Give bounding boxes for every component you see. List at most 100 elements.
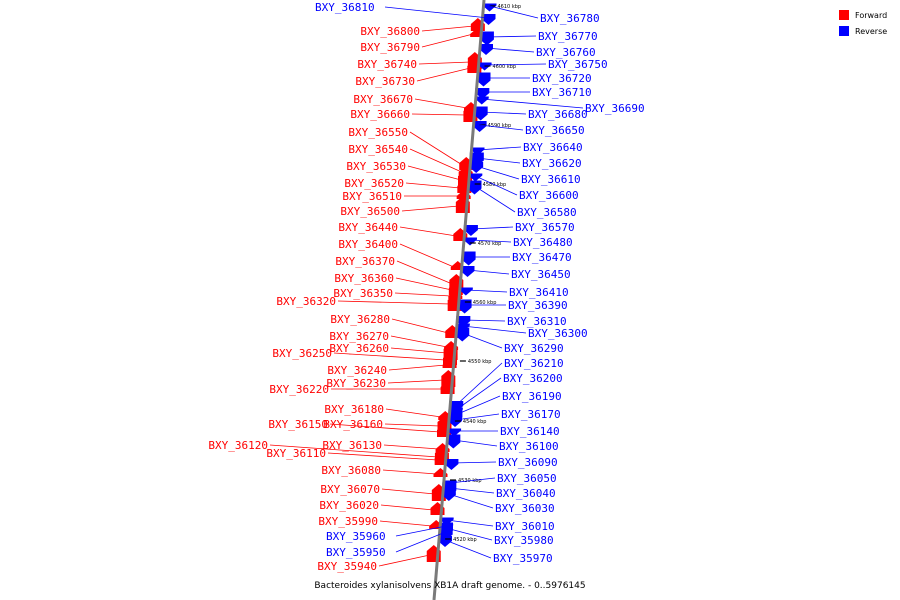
forward-gene-label: BXY_36220	[269, 383, 329, 396]
reverse-gene-label: BXY_36210	[504, 357, 564, 370]
leader-line	[489, 5, 539, 19]
leader-line	[448, 493, 494, 509]
tick-label: 4550 kbp	[468, 359, 492, 365]
reverse-gene-label: BXY_36480	[513, 236, 573, 249]
leader-line	[395, 525, 447, 537]
leader-line	[327, 452, 438, 461]
leader-line	[414, 98, 468, 109]
leader-line	[395, 531, 446, 553]
reverse-gene-arrow	[449, 401, 464, 412]
reverse-gene-label: BXY_36600	[519, 189, 579, 202]
genome-axis	[432, 0, 486, 600]
leader-line	[484, 63, 547, 66]
legend-reverse-swatch	[839, 26, 849, 36]
reverse-gene-arrow	[476, 72, 491, 87]
leader-line	[379, 520, 433, 527]
leader-line	[449, 487, 495, 494]
reverse-gene-label: BXY_36010	[495, 520, 555, 533]
leader-line	[476, 157, 521, 164]
reverse-gene-label: BXY_36100	[499, 440, 559, 453]
leader-line	[453, 439, 498, 447]
forward-gene-label: BXY_36440	[338, 221, 398, 234]
leader-line	[394, 292, 452, 297]
forward-gene-label: BXY_36250	[272, 347, 332, 360]
leader-line	[451, 461, 497, 464]
leader-line	[382, 469, 437, 475]
forward-gene-label: BXY_36230	[326, 377, 386, 390]
gene-labels: BXY_36800 BXY_36790 BXY_36740 BXY_36730 BXY_…	[208, 1, 644, 573]
leader-line	[486, 35, 537, 38]
leader-line	[396, 260, 453, 285]
reverse-gene-arrow	[457, 299, 472, 314]
reverse-gene-arrow	[455, 327, 470, 342]
reverse-gene-label: BXY_36780	[540, 12, 600, 25]
leader-lines	[269, 5, 584, 567]
reverse-gene-label: BXY_36620	[522, 157, 582, 170]
reverse-gene-arrow	[475, 88, 490, 99]
legend-forward-swatch	[839, 10, 849, 20]
leader-line	[383, 444, 439, 450]
tick-label: 4570 kbp	[478, 241, 502, 247]
forward-gene-label: BXY_36790	[360, 41, 420, 54]
leader-line	[421, 25, 474, 32]
leader-line	[384, 423, 441, 427]
forward-gene-label: BXY_36530	[346, 160, 406, 173]
leader-line	[421, 33, 474, 48]
reverse-gene-label: BXY_36720	[532, 72, 592, 85]
reverse-gene-arrow	[479, 44, 493, 55]
forward-gene-label: BXY_36020	[319, 499, 379, 512]
forward-gene-label: BXY_36800	[360, 25, 420, 38]
reverse-gene-arrow	[458, 287, 473, 296]
reverse-gene-label: BXY_36450	[511, 268, 571, 281]
leader-line	[405, 182, 461, 189]
forward-gene-label: BXY_35940	[317, 560, 377, 573]
reverse-gene-label: BXY_36030	[495, 502, 555, 515]
leader-line	[269, 444, 438, 458]
reverse-gene-arrow	[463, 225, 478, 236]
forward-gene-label: BXY_36240	[327, 364, 387, 377]
leader-line	[390, 347, 447, 354]
forward-gene-label: BXY_36510	[342, 190, 402, 203]
reverse-gene-arrow	[456, 316, 471, 327]
tick-label: 4610 kbp	[498, 4, 522, 10]
reverse-gene-label: BXY_35960	[326, 530, 386, 543]
tick-label: 4560 kbp	[473, 300, 497, 306]
forward-gene-label: BXY_36370	[335, 255, 395, 268]
legend-forward-label: Forward	[855, 11, 887, 20]
reverse-gene-arrow	[479, 31, 494, 46]
leader-line	[465, 289, 508, 293]
reverse-gene-label: BXY_36410	[509, 286, 569, 299]
leader-line	[399, 226, 457, 237]
leader-line	[333, 352, 447, 361]
tick-label: 4600 kbp	[493, 64, 517, 70]
reverse-gene-label: BXY_36680	[528, 108, 588, 121]
leader-line	[479, 124, 524, 131]
leader-line	[409, 131, 463, 166]
leader-line	[445, 527, 493, 541]
reverse-gene-label: BXY_36690	[585, 102, 645, 115]
forward-gene-label: BXY_36270	[329, 330, 389, 343]
reverse-gene-arrow	[469, 162, 484, 173]
leader-line	[474, 185, 516, 213]
forward-gene-label: BXY_36400	[338, 238, 398, 251]
forward-gene-label: BXY_35990	[318, 515, 378, 528]
forward-gene-label: BXY_36280	[330, 313, 390, 326]
reverse-gene-label: BXY_36470	[512, 251, 572, 264]
legend-reverse-label: Reverse	[855, 27, 887, 36]
reverse-gene-arrow	[446, 434, 461, 449]
reverse-gene-label: BXY_36290	[504, 342, 564, 355]
reverse-gene-label: BXY_36140	[500, 425, 560, 438]
reverse-gene-arrow	[438, 526, 453, 541]
reverse-gene-arrow	[463, 237, 477, 246]
reverse-gene-arrow	[473, 106, 488, 121]
reverse-gene-label: BXY_35980	[494, 534, 554, 547]
forward-gene-label: BXY_36520	[344, 177, 404, 190]
reverse-gene-label: BXY_36650	[525, 124, 585, 137]
forward-gene-label: BXY_36130	[322, 439, 382, 452]
leader-line	[454, 413, 500, 421]
forward-gene-label: BXY_36120	[208, 439, 268, 452]
reverse-gene-arrow	[447, 428, 462, 437]
leader-line	[407, 165, 462, 181]
reverse-gene-arrow	[474, 96, 489, 105]
tick-label: 4520 kbp	[453, 537, 477, 543]
